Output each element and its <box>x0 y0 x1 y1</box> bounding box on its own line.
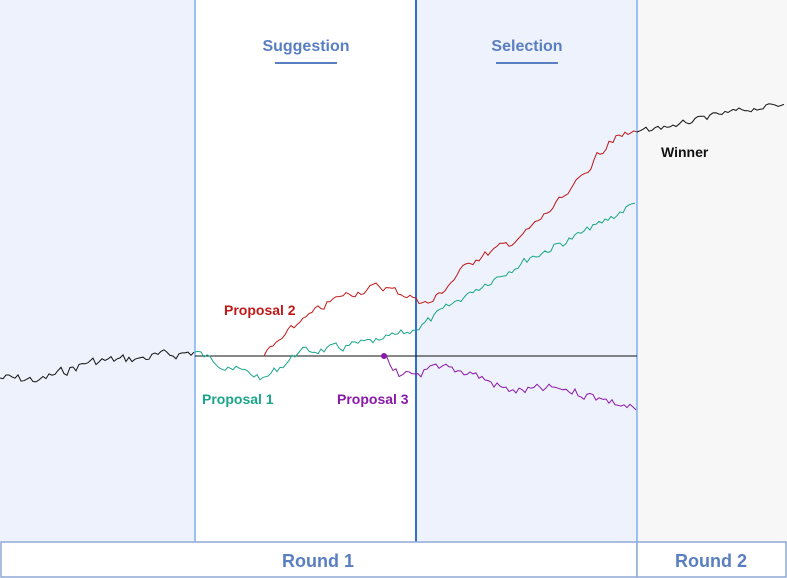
history-series-line <box>0 349 195 383</box>
round-2-label: Round 2 <box>675 551 747 571</box>
phase-title-selection: Selection <box>491 38 562 55</box>
winner-series-line <box>636 103 785 133</box>
round-1-label: Round 1 <box>282 551 354 571</box>
proposal-3-series-line <box>383 355 637 411</box>
history-panel <box>0 0 195 542</box>
proposal-1-series-line <box>194 202 636 381</box>
winner-label: Winner <box>661 144 709 160</box>
phase-title-suggestion: Suggestion <box>262 38 349 55</box>
proposal-1-label: Proposal 1 <box>202 391 274 407</box>
round-1-bar <box>0 541 638 578</box>
proposal-3-start-dot <box>381 353 387 359</box>
proposal-2-label: Proposal 2 <box>224 302 296 318</box>
round-2-bar <box>636 541 787 578</box>
proposal-3-label: Proposal 3 <box>337 391 409 407</box>
next-round-panel <box>637 0 787 542</box>
selection-panel <box>416 0 637 542</box>
suggestion-panel <box>195 0 416 542</box>
proposal-2-series-line <box>263 130 638 357</box>
